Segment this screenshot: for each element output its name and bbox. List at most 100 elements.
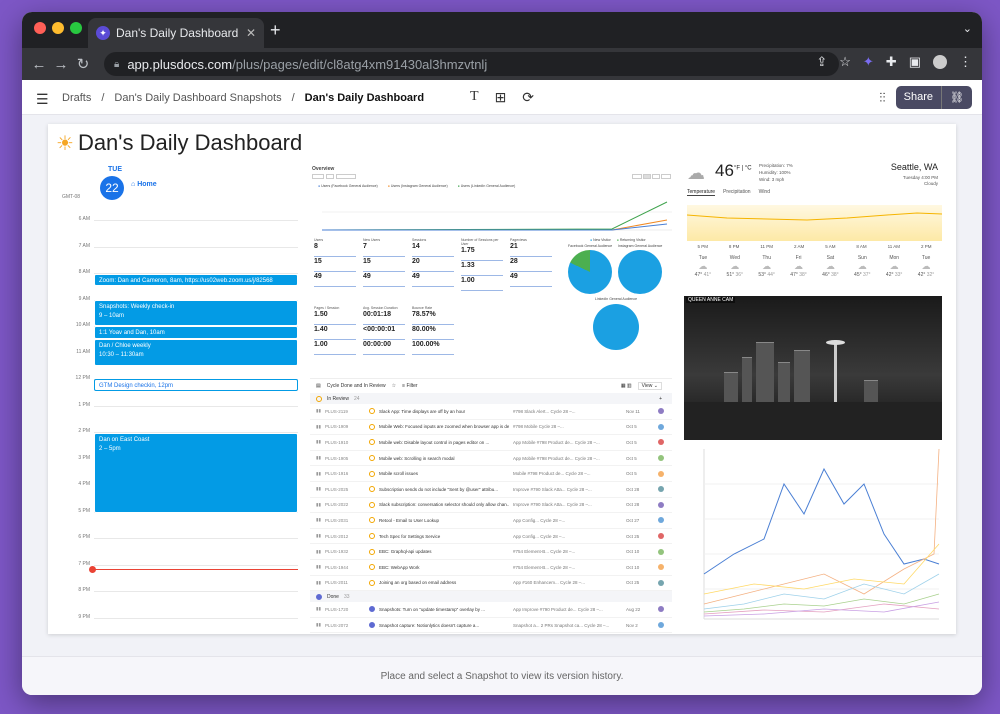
- hamburger-menu-icon[interactable]: ☰: [36, 91, 49, 107]
- browser-menu-icon[interactable]: ⋮: [959, 54, 972, 69]
- profile-avatar[interactable]: [933, 55, 947, 69]
- calendar-event[interactable]: 1:1 Yoav and Dan, 10am: [94, 326, 298, 339]
- issue-row[interactable]: ▮▮ PLUS-1720 Snapshots: Turn on "update ti…: [310, 602, 672, 618]
- issue-row[interactable]: ▮▮ PLUS-1909 Mobile Web: Focused inputs ar…: [310, 420, 672, 436]
- issue-row[interactable]: ▮▮ PLUS-1932 EBC: Graphql-api updates #754 …: [310, 544, 672, 560]
- plus-extension-icon[interactable]: ✦: [862, 54, 874, 69]
- forecast-day[interactable]: Sat ☁ 46° 38°: [822, 255, 839, 278]
- status-icon[interactable]: [368, 517, 375, 524]
- reload-icon[interactable]: ↻: [76, 56, 90, 73]
- priority-icon[interactable]: ▮▮: [316, 486, 321, 492]
- calendar-event[interactable]: Dan / Chloe weekly 10:30 – 11:30am: [94, 339, 298, 366]
- status-icon[interactable]: [368, 486, 375, 493]
- forecast-day[interactable]: Wed ☁ 51° 36°: [726, 255, 744, 278]
- priority-icon[interactable]: ▮▮: [316, 533, 321, 539]
- priority-icon[interactable]: ▮▮: [316, 439, 321, 445]
- status-icon[interactable]: [368, 564, 375, 571]
- forecast-day[interactable]: Tue ☁ 42° 32°: [917, 255, 935, 278]
- status-icon[interactable]: [368, 470, 375, 477]
- assignee-avatar[interactable]: [658, 517, 664, 524]
- assignee-avatar[interactable]: [658, 501, 664, 508]
- status-icon[interactable]: [368, 501, 375, 508]
- issue-row[interactable]: ▮▮ PLUS-2031 Retool - Email to User Lookup…: [310, 513, 672, 529]
- share-button[interactable]: Share: [903, 91, 934, 103]
- issue-row[interactable]: ▮▮ PLUS-1910 Mobile web: Disable layout co…: [310, 435, 672, 451]
- priority-icon[interactable]: ▮▮: [316, 408, 321, 414]
- forecast-day[interactable]: Fri ☁ 47° 38°: [790, 255, 807, 278]
- priority-icon[interactable]: ▮▮: [316, 548, 321, 554]
- priority-icon[interactable]: ▮▮: [316, 517, 321, 523]
- group-header[interactable]: In Review 24 +: [310, 393, 672, 404]
- forecast-day[interactable]: Sun ☁ 45° 37°: [854, 255, 871, 278]
- tab-wind[interactable]: Wind: [758, 189, 770, 195]
- status-icon[interactable]: [368, 455, 375, 462]
- priority-icon[interactable]: ▮▮: [316, 470, 321, 476]
- priority-icon[interactable]: ▮▮: [316, 501, 321, 507]
- view-title[interactable]: Cycle Done and In Review: [326, 383, 386, 389]
- assignee-avatar[interactable]: [658, 579, 664, 586]
- assignee-avatar[interactable]: [658, 533, 664, 540]
- group-header[interactable]: Done 33: [310, 591, 672, 603]
- calendar-event[interactable]: Dan on East Coast 2 – 5pm: [94, 433, 298, 513]
- calendar-event[interactable]: Snapshots: Weekly check-in 9 – 10am: [94, 300, 298, 326]
- star-icon[interactable]: ☆: [391, 383, 397, 389]
- bookmark-star-icon[interactable]: ☆: [839, 54, 851, 69]
- assignee-avatar[interactable]: [658, 455, 664, 462]
- image-tool-icon[interactable]: ⊞: [494, 89, 507, 105]
- maximize-window-button[interactable]: [70, 22, 82, 34]
- issue-row[interactable]: ▮▮ PLUS-2012 Tech Spec for Settings Servic…: [310, 529, 672, 545]
- status-icon[interactable]: [368, 622, 375, 629]
- link-icon[interactable]: ⛓︎: [941, 86, 972, 109]
- forecast-day[interactable]: Thu ☁ 53° 44°: [758, 255, 775, 278]
- view-button[interactable]: View ⌄: [637, 382, 662, 390]
- priority-icon[interactable]: ▮▮: [316, 606, 321, 612]
- status-icon[interactable]: [368, 423, 375, 430]
- range-selector[interactable]: [632, 174, 671, 179]
- issue-row[interactable]: ▮▮ PLUS-2025 Subscription sends do not inc…: [310, 482, 672, 498]
- assignee-avatar[interactable]: [658, 622, 664, 629]
- assignee-avatar[interactable]: [658, 606, 664, 613]
- status-icon[interactable]: [368, 606, 375, 613]
- chevron-down-icon[interactable]: ⌄: [962, 23, 972, 35]
- layout-toggle[interactable]: ▦ ▥: [620, 383, 632, 389]
- issue-row[interactable]: ▮▮ PLUS-2072 Snapshot capture: Notionlytic…: [310, 618, 672, 634]
- close-tab-icon[interactable]: ✕: [245, 26, 256, 40]
- extensions-puzzle-icon[interactable]: ✚: [885, 54, 897, 69]
- side-panel-icon[interactable]: ▣: [908, 54, 921, 69]
- tab-precipitation[interactable]: Precipitation: [723, 189, 751, 195]
- priority-icon[interactable]: ▮▮: [316, 622, 321, 628]
- issue-row[interactable]: ▮▮ PLUS-2119 Slack App: Time displays are …: [310, 404, 672, 420]
- minimize-window-button[interactable]: [52, 22, 64, 34]
- forward-icon[interactable]: →: [53, 55, 69, 73]
- status-icon[interactable]: [368, 579, 375, 586]
- assignee-avatar[interactable]: [658, 470, 664, 477]
- url-field[interactable]: 🔒︎ app.plusdocs.com/plus/pages/edit/cl8a…: [104, 52, 839, 76]
- issue-row[interactable]: ▮▮ PLUS-2022 Slack subscription: conversat…: [310, 498, 672, 514]
- share-page-icon[interactable]: ⇪: [816, 54, 828, 69]
- calendar-event[interactable]: Zoom: Dan and Cameron, 8am, https://us02…: [94, 274, 298, 286]
- status-icon[interactable]: [368, 548, 375, 555]
- priority-icon[interactable]: ▮▮: [316, 455, 321, 461]
- status-icon[interactable]: [368, 533, 375, 540]
- new-tab-button[interactable]: +: [270, 20, 281, 40]
- settings-sliders-icon[interactable]: ⫶⫶: [879, 89, 886, 105]
- tab-temperature[interactable]: Temperature: [687, 189, 716, 196]
- issue-row[interactable]: ▮▮ PLUS-1944 EBC: WebApp Work #754 Element-…: [310, 560, 672, 576]
- issue-row[interactable]: ▮▮ PLUS-2011 Joining an org based on email…: [310, 576, 672, 592]
- browser-tab[interactable]: ✦ Dan's Daily Dashboard | Plus ✕: [88, 18, 264, 48]
- priority-icon[interactable]: ▮▮: [316, 423, 321, 429]
- priority-icon[interactable]: ▮▮: [316, 564, 321, 570]
- priority-icon[interactable]: ▮▮: [316, 579, 321, 585]
- assignee-avatar[interactable]: [658, 564, 664, 571]
- status-icon[interactable]: [368, 408, 375, 415]
- forecast-day[interactable]: Mon ☁ 42° 33°: [885, 255, 903, 278]
- close-window-button[interactable]: [34, 22, 46, 34]
- forecast-day[interactable]: Tue ☁ 47° 41°: [694, 255, 712, 278]
- back-icon[interactable]: ←: [31, 55, 47, 73]
- refresh-snapshot-icon[interactable]: ⟳: [522, 89, 535, 105]
- filter-button[interactable]: ≡ Filter: [402, 383, 418, 389]
- breadcrumb-snapshots[interactable]: Dan's Daily Dashboard Snapshots: [114, 92, 282, 104]
- text-tool-icon[interactable]: T: [470, 89, 479, 104]
- assignee-avatar[interactable]: [658, 423, 664, 430]
- issue-row[interactable]: ▮▮ PLUS-1905 Mobile web: Scrolling in sear…: [310, 451, 672, 467]
